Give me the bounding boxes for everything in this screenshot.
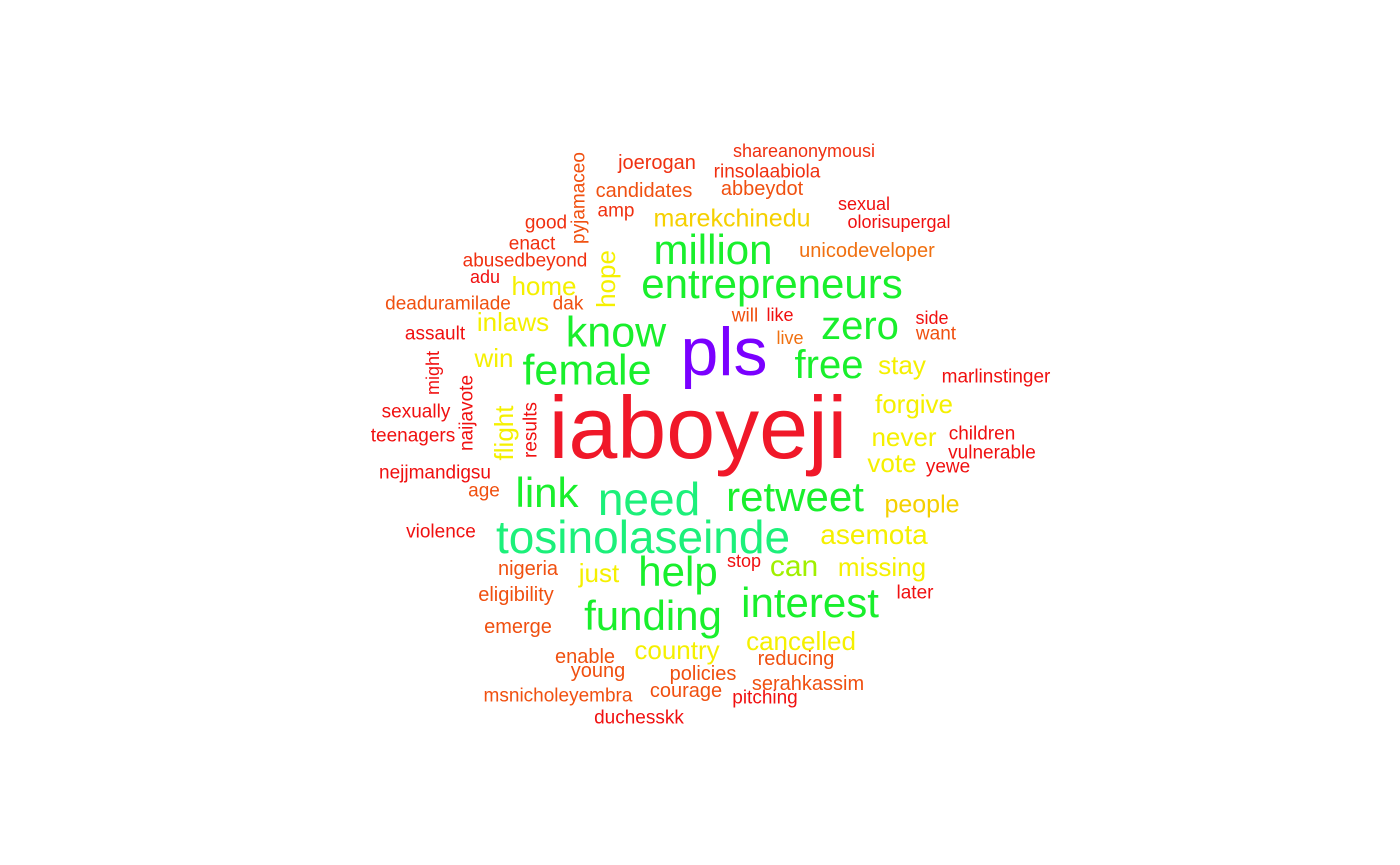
- word-might: might: [423, 350, 443, 396]
- word-female: female: [522, 346, 652, 395]
- word-emerge: emerge: [484, 616, 552, 638]
- word-msnicholeyembra: msnicholeyembra: [483, 685, 633, 707]
- word-country: country: [634, 635, 720, 665]
- word-enable: enable: [554, 646, 616, 668]
- word-nejjmandigsu: nejjmandigsu: [379, 462, 491, 484]
- word-know: know: [565, 308, 667, 357]
- word-duchesskk: duchesskk: [594, 707, 684, 729]
- word-dak: dak: [552, 293, 584, 315]
- word-interest: interest: [741, 579, 879, 626]
- word-million: million: [653, 226, 773, 273]
- word-age: age: [468, 480, 500, 502]
- word-want: want: [915, 323, 957, 345]
- word-nigeria: nigeria: [497, 558, 559, 580]
- word-pitching: pitching: [732, 687, 798, 709]
- word-abusedbeyond: abusedbeyond: [462, 250, 588, 272]
- word-will: will: [731, 305, 759, 327]
- word-courage: courage: [649, 680, 723, 702]
- word-inlaws: inlaws: [476, 307, 550, 337]
- word-reducing: reducing: [757, 648, 835, 670]
- word-just: just: [578, 558, 620, 588]
- word-shareanonymousi: shareanonymousi: [732, 141, 876, 161]
- word-joerogan: joerogan: [618, 152, 696, 174]
- word-home: home: [511, 271, 577, 301]
- word-marekchinedu: marekchinedu: [653, 204, 811, 233]
- word-missing: missing: [837, 552, 927, 582]
- word-vulnerable: vulnerable: [948, 442, 1036, 464]
- word-yewe: yewe: [925, 456, 971, 478]
- word-abbeydot: abbeydot: [720, 178, 804, 200]
- word-pyjamaceo: pyjamaceo: [568, 152, 590, 244]
- word-adu: adu: [469, 267, 501, 287]
- word-help: help: [638, 548, 718, 595]
- word-entrepreneurs: entrepreneurs: [641, 260, 903, 307]
- word-candidates: candidates: [595, 180, 693, 202]
- word-hope: hope: [591, 250, 621, 308]
- word-naijavote: naijavote: [456, 374, 478, 452]
- word-like: like: [766, 305, 794, 325]
- word-pls: pls: [680, 314, 768, 390]
- word-eligibility: eligibility: [478, 584, 554, 606]
- word-zero: zero: [821, 304, 899, 348]
- word-stay: stay: [878, 350, 926, 380]
- word-funding: funding: [584, 592, 722, 639]
- word-policies: policies: [669, 663, 737, 685]
- word-enact: enact: [508, 233, 556, 255]
- word-results: results: [520, 402, 542, 458]
- word-assault: assault: [404, 323, 466, 345]
- word-stop: stop: [726, 551, 762, 571]
- word-olorisupergal: olorisupergal: [847, 212, 951, 232]
- word-win: win: [474, 343, 514, 373]
- word-flight: flight: [489, 405, 519, 461]
- word-tosinolaseinde: tosinolaseinde: [495, 511, 791, 563]
- word-young: young: [570, 660, 626, 682]
- word-free: free: [794, 343, 864, 387]
- word-people: people: [884, 490, 960, 519]
- word-cancelled: cancelled: [746, 626, 856, 656]
- word-link: link: [515, 469, 579, 516]
- word-sexual: sexual: [837, 194, 891, 214]
- word-iaboyeji: iaboyeji: [548, 378, 848, 477]
- word-live: live: [776, 328, 804, 348]
- word-forgive: forgive: [874, 389, 954, 419]
- word-vote: vote: [867, 448, 917, 478]
- word-side: side: [915, 308, 949, 328]
- word-rinsolaabiola: rinsolaabiola: [713, 161, 821, 183]
- word-violence: violence: [406, 521, 476, 543]
- word-never: never: [871, 422, 937, 452]
- word-asemota: asemota: [820, 519, 928, 550]
- word-amp: amp: [597, 200, 635, 222]
- word-can: can: [769, 550, 819, 583]
- word-later: later: [896, 582, 934, 604]
- word-teenagers: teenagers: [370, 425, 456, 447]
- word-need: need: [597, 473, 701, 525]
- word-serahkassim: serahkassim: [751, 673, 865, 695]
- word-marlinstinger: marlinstinger: [941, 366, 1051, 388]
- word-good: good: [524, 212, 568, 234]
- word-sexually: sexually: [381, 401, 451, 423]
- word-deaduramilade: deaduramilade: [385, 293, 511, 315]
- word-retweet: retweet: [726, 473, 864, 520]
- word-children: children: [948, 423, 1016, 445]
- word-unicodeveloper: unicodeveloper: [799, 240, 935, 262]
